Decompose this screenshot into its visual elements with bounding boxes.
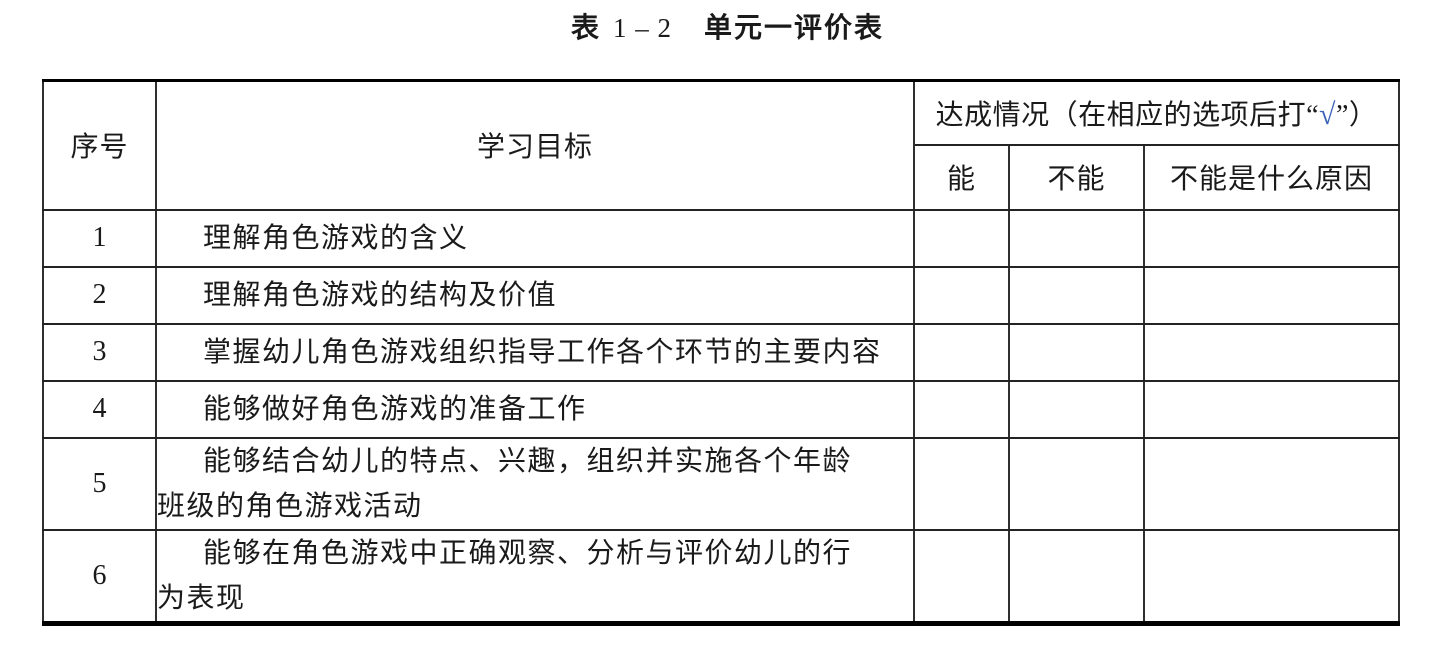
title-table-name: 单元一评价表: [704, 12, 885, 43]
can-cell: [913, 379, 1010, 439]
row-number: 6: [42, 528, 157, 624]
header-achievement: 达成情况（在相应的选项后打“√”）: [912, 79, 1401, 146]
reason-cell: [1142, 528, 1401, 624]
header-can: 能: [913, 143, 1010, 211]
row-number: 3: [42, 322, 157, 382]
can-cell: [913, 322, 1010, 382]
can-cell: [913, 528, 1010, 624]
objective-cell: 掌握幼儿角色游戏组织指导工作各个环节的主要内容: [155, 322, 915, 382]
objective-cell: 理解角色游戏的结构及价值: [155, 265, 915, 325]
objective-cell: 理解角色游戏的含义: [155, 208, 915, 268]
header-row-2: 能 不能 不能是什么原因: [43, 143, 1401, 211]
row-number: 4: [42, 379, 157, 439]
header-row-1: 序号 学习目标 达成情况（在相应的选项后打“√”）: [42, 79, 1401, 211]
objective-cell: 能够在角色游戏中正确观察、分析与评价幼儿的行 为表现: [155, 528, 915, 624]
table-row: 6 能够在角色游戏中正确观察、分析与评价幼儿的行 为表现: [42, 528, 1401, 624]
can-cell: [913, 208, 1010, 268]
objective-cell: 能够做好角色游戏的准备工作: [155, 379, 915, 439]
row-number: 1: [42, 208, 157, 268]
title-table-number: 1 – 2: [613, 13, 672, 43]
reason-cell: [1142, 322, 1401, 382]
table-row: 4 能够做好角色游戏的准备工作: [42, 379, 1401, 439]
row-number: 5: [42, 436, 157, 531]
achievement-text-prefix: 达成情况（在相应的选项后打“: [935, 99, 1320, 131]
achievement-text-suffix: ”）: [1336, 99, 1378, 131]
header-reason: 不能是什么原因: [1142, 143, 1401, 211]
reason-cell: [1142, 208, 1401, 268]
cannot-cell: [1008, 265, 1145, 325]
page-title: 表 1 – 2 单元一评价表: [0, 11, 1455, 50]
title-table-word: 表: [570, 12, 601, 43]
cannot-cell: [1008, 436, 1145, 531]
cannot-cell: [1008, 379, 1145, 439]
objective-cell: 能够结合幼儿的特点、兴趣，组织并实施各个年龄 班级的角色游戏活动: [155, 436, 915, 531]
table-row: 2 理解角色游戏的结构及价值: [42, 265, 1401, 325]
cannot-cell: [1008, 322, 1145, 382]
reason-cell: [1142, 379, 1401, 439]
cannot-cell: [1008, 528, 1145, 624]
header-cannot: 不能: [1008, 143, 1145, 211]
header-serial: 序号: [42, 79, 157, 211]
reason-cell: [1142, 265, 1401, 325]
can-cell: [913, 436, 1010, 531]
table-row: 5 能够结合幼儿的特点、兴趣，组织并实施各个年龄 班级的角色游戏活动: [42, 436, 1401, 531]
header-objective: 学习目标: [155, 79, 915, 211]
can-cell: [913, 265, 1010, 325]
cannot-cell: [1008, 208, 1145, 268]
row-number: 2: [42, 265, 157, 325]
reason-cell: [1142, 436, 1401, 531]
table-row: 3 掌握幼儿角色游戏组织指导工作各个环节的主要内容: [42, 322, 1401, 382]
table-row: 1 理解角色游戏的含义: [42, 208, 1401, 268]
check-mark-icon: √: [1319, 97, 1336, 131]
evaluation-table: 序号 学习目标 达成情况（在相应的选项后打“√”） 能 不能 不能是什么原因 1…: [42, 79, 1401, 626]
